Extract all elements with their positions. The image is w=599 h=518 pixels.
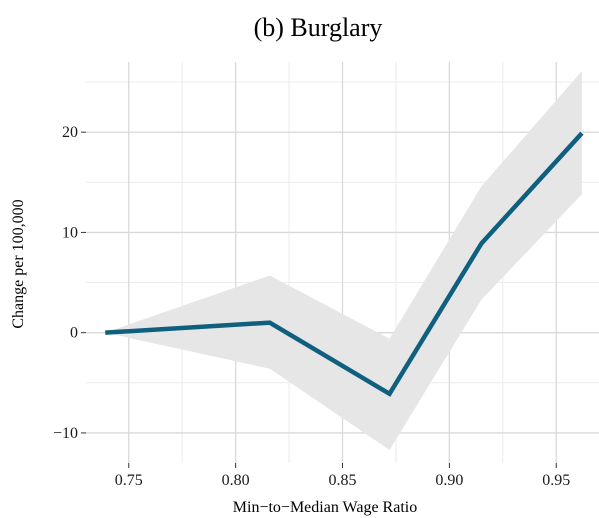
y-tick-label: 20 xyxy=(62,124,78,141)
axes: 0.75 0.80 0.85 0.90 0.95 −10 0 10 20 xyxy=(53,124,570,489)
confidence-band xyxy=(105,71,582,450)
grid xyxy=(86,62,599,463)
y-tick-label: 0 xyxy=(70,325,78,342)
y-axis-label: Change per 100,000 xyxy=(10,199,27,328)
x-tick-label: 0.95 xyxy=(542,472,570,489)
x-tick-label: 0.90 xyxy=(435,472,463,489)
y-tick-label: 10 xyxy=(62,224,78,241)
chart-title: (b) Burglary xyxy=(254,13,383,42)
x-tick-label: 0.80 xyxy=(222,472,250,489)
x-axis-label: Min−to−Median Wage Ratio xyxy=(233,499,417,516)
series-line-layer xyxy=(105,131,584,397)
y-tick-label: −10 xyxy=(53,425,78,442)
confidence-band-layer xyxy=(105,71,582,450)
x-tick-label: 0.85 xyxy=(329,472,357,489)
x-tick-label: 0.75 xyxy=(115,472,143,489)
